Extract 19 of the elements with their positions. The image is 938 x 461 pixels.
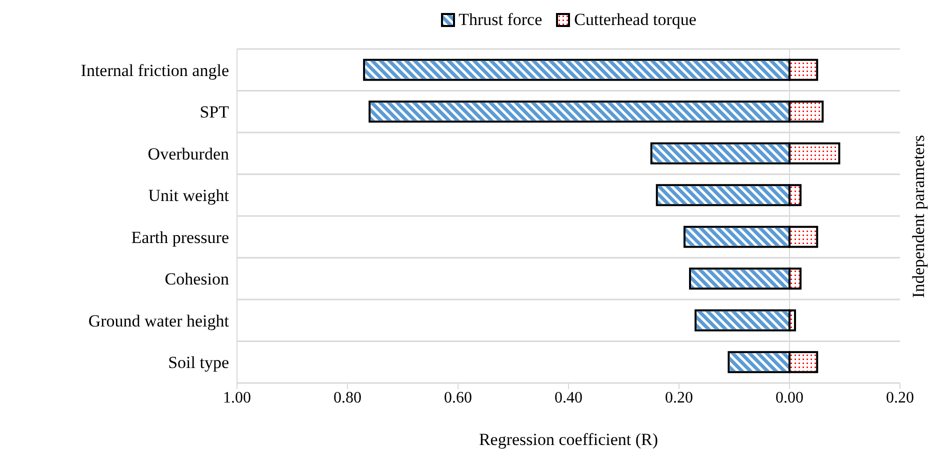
x-tick-label: 1.00: [223, 389, 251, 406]
y-axis-title: Independent parameters: [909, 134, 929, 298]
y-tick-label: Unit weight: [148, 186, 230, 206]
y-tick-label: Internal friction angle: [80, 60, 229, 80]
x-tick-label: 0.20: [886, 389, 914, 406]
y-tick-label: Cohesion: [164, 270, 230, 289]
y-tick-label: Earth pressure: [131, 228, 229, 247]
x-tick-label: 0.00: [776, 389, 804, 406]
y-tick-label: Ground water height: [88, 311, 230, 330]
x-tick-label: 0.40: [554, 389, 582, 406]
x-tick-label: 0.20: [665, 389, 693, 406]
y-tick-label: Soil type: [168, 353, 229, 372]
legend-label: Thrust force: [458, 10, 542, 30]
y-tick-label: SPT: [200, 102, 230, 122]
x-axis-title: Regression coefficient (R): [478, 430, 658, 449]
x-tick-label: 0.60: [444, 389, 472, 406]
y-tick-label: Overburden: [148, 144, 230, 164]
x-tick-label: 0.80: [334, 389, 362, 406]
legend-label: Cutterhead torque: [574, 10, 696, 30]
